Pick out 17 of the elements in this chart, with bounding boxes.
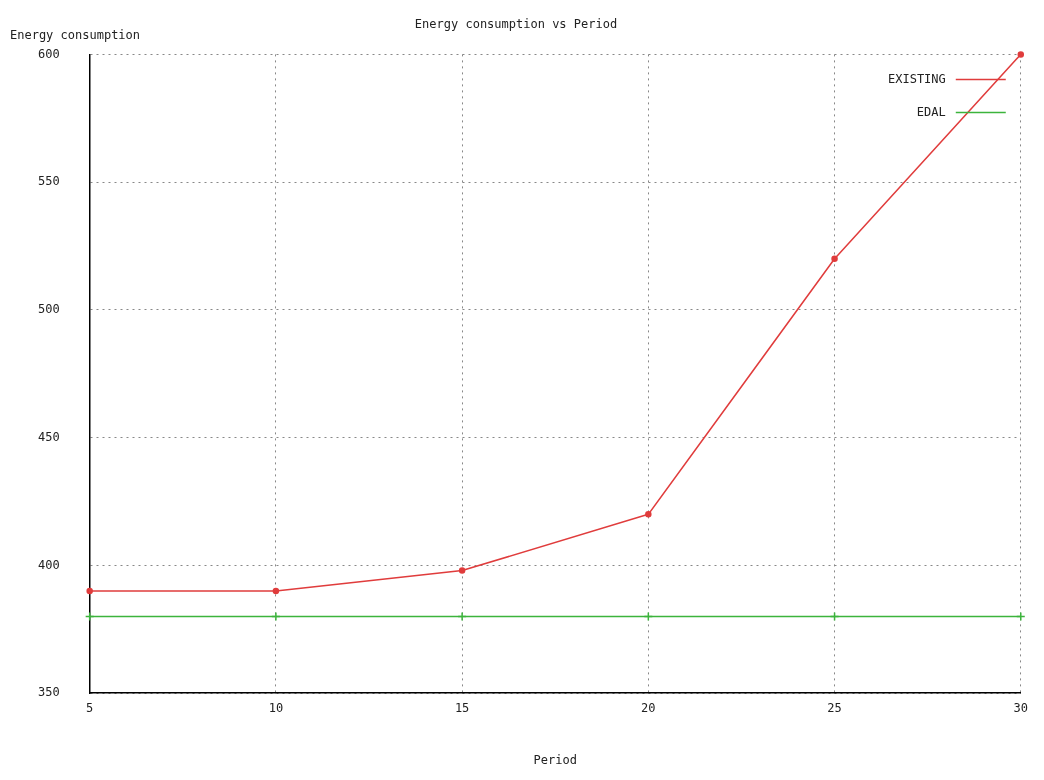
x-axis-title: Period (533, 752, 577, 767)
legend-label: EXISTING (887, 71, 946, 86)
y-tick-label: 500 (37, 302, 60, 317)
y-tick-label: 400 (37, 557, 60, 572)
y-axis-title: Energy consumption (10, 28, 141, 43)
y-tick-label: 600 (37, 46, 60, 61)
x-tick-label: 25 (827, 700, 842, 715)
legend-label: EDAL (916, 104, 946, 119)
x-tick-label: 5 (86, 700, 94, 715)
x-tick-label: 30 (1013, 700, 1028, 715)
y-tick-label: 550 (37, 174, 60, 189)
chart-title: Energy consumption vs Period (414, 17, 618, 32)
x-tick-label: 15 (454, 700, 470, 715)
x-tick-label: 10 (268, 700, 284, 715)
y-tick-label: 350 (37, 685, 60, 700)
x-tick-label: 20 (641, 700, 656, 715)
y-tick-label: 450 (37, 429, 60, 444)
